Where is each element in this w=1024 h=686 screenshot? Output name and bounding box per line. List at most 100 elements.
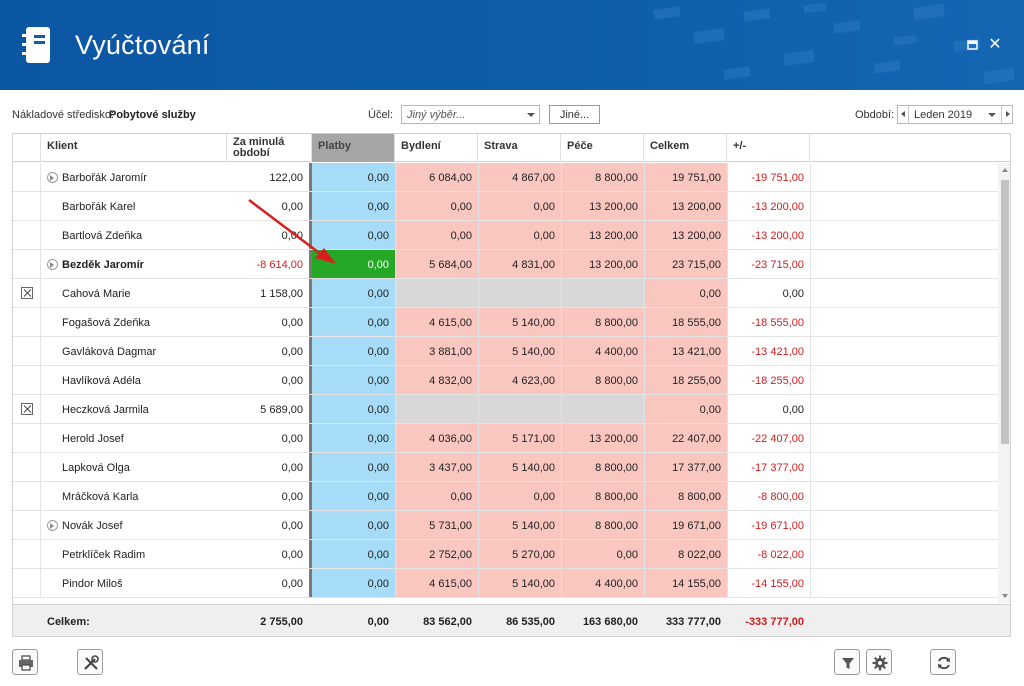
gear-icon [872,655,888,671]
client-name-cell[interactable]: Bezděk Jaromír [41,250,227,278]
column-line [644,192,645,220]
payments-cell[interactable]: 0,00 [312,308,395,336]
header-client[interactable]: Klient [41,134,227,162]
client-name-cell[interactable]: Havlíková Adéla [41,366,227,394]
table-row[interactable]: Barbořák Jaromír 122,00 0,00 6 084,00 4 867,… [13,163,998,192]
payments-cell[interactable]: 0,00 [312,163,395,191]
scroll-up-icon[interactable] [1002,168,1008,172]
payments-cell[interactable]: 0,00 [312,540,395,568]
filter-button[interactable] [834,649,860,675]
table-row[interactable]: Herold Josef 0,00 0,00 4 036,00 5 171,00 13 2… [13,424,998,453]
expand-circle-icon[interactable] [47,259,58,270]
column-line [395,482,396,510]
table-row[interactable]: Barbořák Karel 0,00 0,00 0,00 0,00 13 200,00 1… [13,192,998,221]
column-line [395,453,396,481]
table-row[interactable]: Cahová Marie 1 158,00 0,00 0,00 0,00 [13,279,998,308]
client-name-cell[interactable]: Novák Josef [41,511,227,539]
header-food[interactable]: Strava [478,134,561,162]
payments-cell[interactable]: 0,00 [312,192,395,220]
payments-cell[interactable]: 0,00 [312,482,395,510]
payments-cell[interactable]: 0,00 [312,511,395,539]
food-cell: 4 831,00 [478,250,561,278]
table-row[interactable]: Bartlová Zdeňka 0,00 0,00 0,00 0,00 13 200,00… [13,221,998,250]
column-line [810,192,811,220]
column-line [561,308,562,336]
row-status-cell [13,279,41,307]
table-row[interactable]: Gavláková Dagmar 0,00 0,00 3 881,00 5 140,00… [13,337,998,366]
vertical-scrollbar[interactable] [998,163,1010,603]
column-line [810,482,811,510]
scroll-thumb[interactable] [1001,180,1009,444]
diff-cell: -19 671,00 [751,520,804,532]
client-name: Barbořák Jaromír [62,172,147,184]
previous-balance-cell: 5 689,00 [260,404,303,416]
table-row[interactable]: Heczková Jarmila 5 689,00 0,00 0,00 0,00 [13,395,998,424]
header-housing[interactable]: Bydlení [395,134,478,162]
payments-cell[interactable]: 0,00 [312,279,395,307]
client-name-cell[interactable]: Gavláková Dagmar [41,337,227,365]
table-row[interactable]: Mráčková Karla 0,00 0,00 0,00 0,00 8 800,00 8 … [13,482,998,511]
payments-cell[interactable]: 0,00 [312,221,395,249]
table-row[interactable]: Pindor Miloš 0,00 0,00 4 615,00 5 140,00 4 40… [13,569,998,598]
column-line [727,308,728,336]
print-button[interactable] [12,649,38,675]
client-name-cell[interactable]: Barbořák Karel [41,192,227,220]
table-row[interactable]: Lapková Olga 0,00 0,00 3 437,00 5 140,00 8 80… [13,453,998,482]
settings-button[interactable] [866,649,892,675]
table-row[interactable]: Petrklíček Radim 0,00 0,00 2 752,00 5 270,00… [13,540,998,569]
header-total[interactable]: Celkem [644,134,727,162]
client-name-cell[interactable]: Petrklíček Radim [41,540,227,568]
scroll-down-icon[interactable] [1002,594,1008,598]
total-cell: 13 421,00 [644,337,727,365]
payments-cell[interactable]: 0,00 [312,395,395,423]
payments-cell[interactable]: 0,00 [312,453,395,481]
other-button[interactable]: Jiné... [549,105,600,124]
payments-cell[interactable]: 0,00 [312,569,395,597]
column-line [478,424,479,452]
purpose-select[interactable]: Jiný výběr... [401,105,540,124]
refresh-button[interactable] [930,649,956,675]
client-name-cell[interactable]: Heczková Jarmila [41,395,227,423]
column-line [478,395,479,423]
client-name-cell[interactable]: Cahová Marie [41,279,227,307]
header-care[interactable]: Péče [561,134,644,162]
prev-period-icon[interactable] [898,106,909,123]
care-cell: 13 200,00 [561,221,644,249]
column-line [644,337,645,365]
client-name-cell[interactable]: Fogašová Zdeňka [41,308,227,336]
header-payments[interactable]: Platby [312,134,395,162]
client-name-cell[interactable]: Herold Josef [41,424,227,452]
payments-cell[interactable]: 0,00 [312,424,395,452]
client-name-cell[interactable]: Lapková Olga [41,453,227,481]
table-row[interactable]: Fogašová Zdeňka 0,00 0,00 4 615,00 5 140,00 8… [13,308,998,337]
next-period-icon[interactable] [1001,106,1012,123]
client-name-cell[interactable]: Mráčková Karla [41,482,227,510]
payments-cell[interactable]: 0,00 [312,337,395,365]
close-icon[interactable]: ✕ [988,36,1002,53]
total-cell: 17 377,00 [644,453,727,481]
tools-button[interactable] [77,649,103,675]
payments-cell[interactable]: 0,00 [312,250,395,278]
chevron-down-icon[interactable] [988,113,996,117]
expand-circle-icon[interactable] [47,172,58,183]
previous-balance-cell: 0,00 [281,520,303,532]
client-name-cell[interactable]: Barbořák Jaromír [41,163,227,191]
table-row[interactable]: Novák Josef 0,00 0,00 5 731,00 5 140,00 8 800… [13,511,998,540]
care-cell: 8 800,00 [561,366,644,394]
maximize-icon[interactable] [966,38,980,52]
housing-cell [395,395,478,423]
payments-cell[interactable]: 0,00 [312,366,395,394]
excluded-checkbox-icon[interactable] [21,403,33,415]
header-previous[interactable]: Za minulá období [227,134,312,162]
client-name-cell[interactable]: Bartlová Zdeňka [41,221,227,249]
expand-circle-icon[interactable] [47,520,58,531]
housing-cell: 4 036,00 [395,424,478,452]
table-row[interactable]: Bezděk Jaromír -8 614,00 0,00 5 684,00 4 831… [13,250,998,279]
period-selector[interactable]: Leden 2019 [897,105,1013,124]
header-diff[interactable]: +/- [727,134,810,162]
excluded-checkbox-icon[interactable] [21,287,33,299]
table-row[interactable]: Havlíková Adéla 0,00 0,00 4 832,00 4 623,00 8… [13,366,998,395]
client-name: Bezděk Jaromír [62,259,144,271]
column-line [561,511,562,539]
client-name-cell[interactable]: Pindor Miloš [41,569,227,597]
